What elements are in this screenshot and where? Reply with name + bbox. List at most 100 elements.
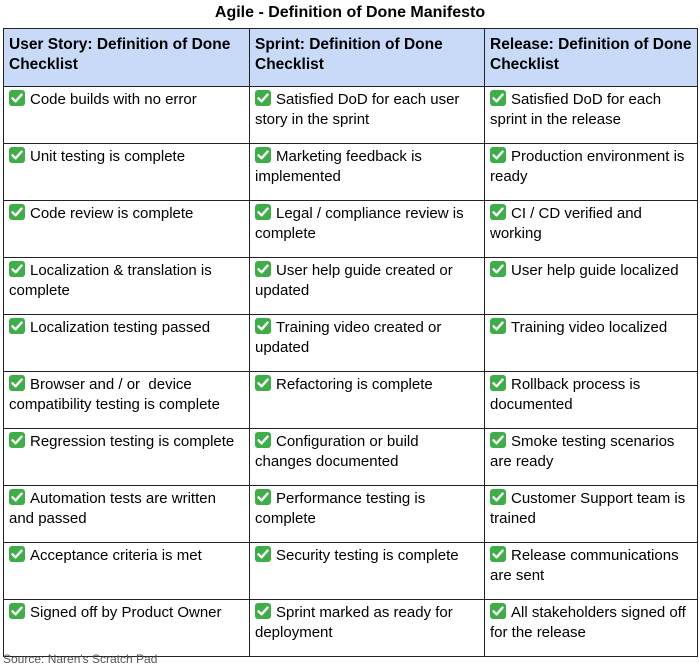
cell-text: Localization testing passed — [30, 319, 211, 336]
cell-text: Security testing is complete — [276, 547, 459, 564]
check-svg — [490, 432, 506, 448]
check-icon — [9, 546, 25, 562]
check-svg — [9, 489, 25, 505]
table-row: Localization & translation is complete Us… — [3, 257, 698, 315]
cell-text: Configuration or build changes documente… — [255, 433, 423, 470]
table-row: Acceptance criteria is met Security testi… — [3, 542, 698, 600]
cell-text: Marketing feedback is implemented — [255, 148, 427, 185]
check-svg — [490, 261, 506, 277]
check-icon — [490, 603, 506, 619]
check-icon — [9, 318, 25, 334]
cell-text: Customer Support team is trained — [490, 490, 690, 527]
table-row: Automation tests are written and passed P… — [3, 485, 698, 543]
check-svg — [255, 432, 271, 448]
check-icon — [255, 489, 271, 505]
title: Agile - Definition of Done Manifesto — [214, 4, 486, 21]
cell-text: Satisfied DoD for each sprint in the rel… — [490, 91, 666, 128]
check-svg — [490, 318, 506, 334]
cell-text: Code review is complete — [30, 205, 194, 222]
check-svg — [255, 603, 271, 619]
cell-text: Satisfied DoD for each user story in the… — [255, 91, 464, 128]
check-icon — [490, 546, 506, 562]
check-icon — [255, 375, 271, 391]
check-svg — [9, 261, 25, 277]
check-svg — [9, 318, 25, 334]
table-row: Signed off by Product Owner Sprint marked… — [3, 599, 698, 657]
check-svg — [255, 546, 271, 562]
table-cell: Release communications are sent — [484, 542, 698, 600]
table-cell: User help guide created or updated — [249, 257, 485, 315]
check-icon — [255, 204, 271, 220]
table-cell: Code review is complete — [3, 200, 250, 258]
check-svg — [490, 204, 506, 220]
check-svg — [490, 489, 506, 505]
check-icon — [9, 147, 25, 163]
table-cell: Training video created or updated — [249, 314, 485, 372]
check-svg — [255, 147, 271, 163]
check-icon — [9, 375, 25, 391]
table-cell: User help guide localized — [484, 257, 698, 315]
table-row: Unit testing is complete Marketing feedba… — [3, 143, 698, 201]
table-cell: Code builds with no error — [3, 86, 250, 144]
check-icon — [490, 489, 506, 505]
check-svg — [9, 147, 25, 163]
cell-text: Production environment is ready — [490, 148, 689, 185]
cell-text: Signed off by Product Owner — [30, 604, 222, 621]
table-cell: Acceptance criteria is met — [3, 542, 250, 600]
check-icon — [255, 90, 271, 106]
cell-text: Training video created or updated — [255, 319, 446, 356]
check-svg — [9, 546, 25, 562]
table-row: Localization testing passed Training vide… — [3, 314, 698, 372]
check-svg — [490, 375, 506, 391]
check-icon — [255, 318, 271, 334]
check-svg — [255, 204, 271, 220]
table-cell: Production environment is ready — [484, 143, 698, 201]
table-cell: Unit testing is complete — [3, 143, 250, 201]
cell-text: Release communications are sent — [490, 547, 683, 584]
table-cell: All stakeholders signed off for the rele… — [484, 599, 698, 657]
check-icon — [490, 261, 506, 277]
table-cell: Satisfied DoD for each sprint in the rel… — [484, 86, 698, 144]
table-cell: Localization testing passed — [3, 314, 250, 372]
dod-table: User Story: Definition of Done Checklist… — [3, 28, 698, 657]
table-cell: Security testing is complete — [249, 542, 485, 600]
table-cell: Training video localized — [484, 314, 698, 372]
check-svg — [255, 375, 271, 391]
cell-text: Legal / compliance review is complete — [255, 205, 468, 242]
cell-text: Automation tests are written and passed — [9, 490, 221, 527]
check-icon — [255, 546, 271, 562]
cell-text: Training video localized — [511, 319, 668, 336]
cell-text: Sprint marked as ready for deployment — [255, 604, 457, 641]
check-icon — [255, 261, 271, 277]
table-cell: Smoke testing scenarios are ready — [484, 428, 698, 486]
table-cell: Legal / compliance review is complete — [249, 200, 485, 258]
table-row: Code builds with no error Satisfied DoD f… — [3, 86, 698, 144]
table-body: Code builds with no error Satisfied DoD f… — [3, 86, 698, 657]
table-cell: Sprint marked as ready for deployment — [249, 599, 485, 657]
check-icon — [9, 204, 25, 220]
cell-text: User help guide localized — [511, 262, 679, 279]
check-svg — [255, 261, 271, 277]
check-icon — [9, 489, 25, 505]
check-svg — [490, 147, 506, 163]
check-svg — [9, 204, 25, 220]
check-svg — [9, 603, 25, 619]
cell-text: User help guide created or updated — [255, 262, 457, 299]
check-icon — [9, 432, 25, 448]
cell-text: Code builds with no error — [30, 91, 197, 108]
cell-text: Rollback process is documented — [490, 376, 645, 413]
table-cell: Satisfied DoD for each user story in the… — [249, 86, 485, 144]
table-cell: Performance testing is complete — [249, 485, 485, 543]
check-icon — [255, 432, 271, 448]
check-icon — [9, 90, 25, 106]
cell-text: All stakeholders signed off for the rele… — [490, 604, 691, 641]
cell-text: Smoke testing scenarios are ready — [490, 433, 679, 470]
check-icon — [490, 318, 506, 334]
header-row: User Story: Definition of Done Checklist… — [3, 28, 698, 87]
header-cell: Release: Definition of Done Checklist — [484, 28, 698, 87]
table-cell: Automation tests are written and passed — [3, 485, 250, 543]
check-svg — [255, 318, 271, 334]
source: Source: Naren's Scratch Pad — [3, 652, 158, 666]
check-icon — [490, 90, 506, 106]
cell-text: Acceptance criteria is met — [30, 547, 202, 564]
